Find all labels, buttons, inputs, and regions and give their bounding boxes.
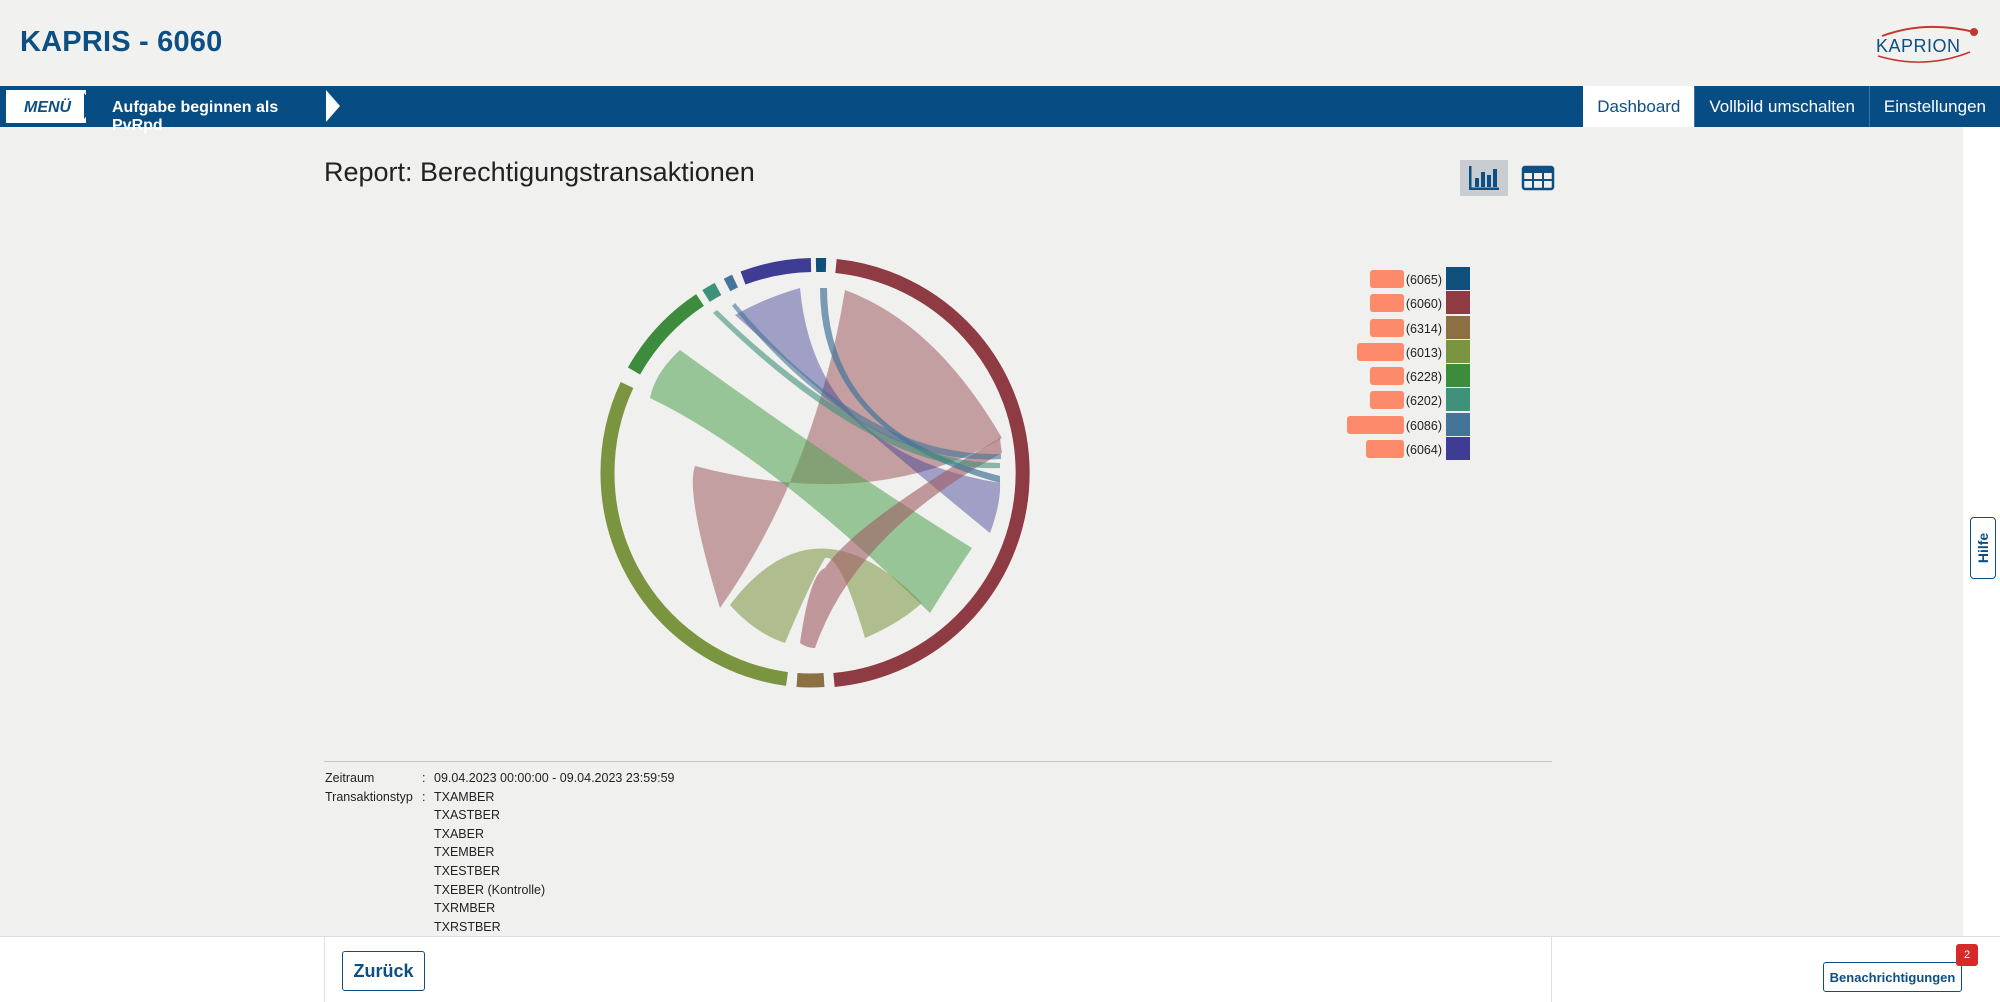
bar-chart-icon [1469, 166, 1499, 190]
breadcrumb-end [326, 90, 340, 122]
app-header: KAPRIS - 6060 KAPRION [0, 0, 2000, 86]
filter-value: 09.04.2023 00:00:00 - 09.04.2023 23:59:5… [434, 771, 675, 785]
chord-ribbon [650, 350, 972, 613]
filter-value: TXAMBER [434, 789, 495, 804]
legend-swatch [1446, 339, 1470, 363]
nav-actions: Dashboard Vollbild umschalten Einstellun… [1583, 86, 2000, 127]
back-button[interactable]: Zurück [342, 951, 425, 991]
legend-label: (6202) [1405, 394, 1442, 409]
legend-item[interactable]: (6065) [1340, 267, 1470, 291]
chord-arc-6064 [740, 258, 812, 285]
legend-bar [1370, 367, 1404, 386]
top-navbar: MENÜ Aufgabe beginnen als PvRpd Dashboar… [0, 86, 2000, 134]
filter-value: TXEMBER [434, 845, 495, 860]
help-tab[interactable]: Hilfe [1970, 517, 1996, 579]
chord-arc-6228 [627, 294, 704, 375]
chord-arc-6202 [702, 282, 722, 302]
legend-swatch [1446, 388, 1470, 412]
table-view-button[interactable] [1514, 160, 1562, 196]
svg-text:KAPRION: KAPRION [1876, 36, 1961, 56]
legend-bar [1370, 270, 1404, 288]
legend-swatch [1446, 364, 1470, 388]
chord-diagram [600, 258, 1030, 688]
view-toggle [1460, 160, 1562, 196]
divider [324, 761, 1552, 762]
legend-item[interactable]: (6060) [1340, 291, 1470, 315]
dashboard-button[interactable]: Dashboard [1583, 86, 1695, 127]
notifications-button[interactable]: Benachrichtigungen [1823, 962, 1962, 992]
legend-item[interactable]: (6086) [1340, 412, 1470, 437]
filter-value: TXRSTBER [434, 919, 501, 934]
filter-key: Zeitraum [325, 771, 375, 785]
help-label: Hilfe [1975, 532, 1991, 564]
report-title: Report: Berechtigungstransaktionen [324, 157, 755, 187]
notifications-count-badge: 2 [1956, 944, 1978, 966]
legend-bar [1370, 391, 1404, 410]
kaprion-logo: KAPRION [1876, 25, 1978, 63]
footer-separator [1551, 937, 1552, 1002]
legend-item[interactable]: (6228) [1340, 364, 1470, 388]
filter-colon: : [422, 771, 426, 785]
legend-item[interactable]: (6314) [1340, 315, 1470, 340]
breadcrumb-task-label: Aufgabe beginnen als PvRpd [112, 99, 279, 134]
legend-label: (6060) [1405, 297, 1442, 312]
table-grid-icon [1521, 165, 1555, 191]
footer-separator [324, 937, 325, 1002]
legend-bar [1357, 342, 1404, 361]
chord-arc-6013 [600, 382, 788, 686]
filter-value: TXRMBER [434, 901, 496, 916]
filter-value: TXEBER (Kontrolle) [434, 882, 546, 897]
legend-swatch [1446, 315, 1470, 339]
filter-value: TXESTBER [434, 863, 500, 878]
legend-label: (6228) [1405, 370, 1442, 385]
legend-bar [1347, 415, 1404, 434]
legend-item[interactable]: (6064) [1340, 437, 1470, 461]
legend-item[interactable]: (6202) [1340, 388, 1470, 412]
legend-bar [1370, 318, 1404, 337]
legend-bar [1370, 294, 1404, 313]
filter-value: TXABER [434, 826, 485, 841]
app-title: KAPRIS - 6060 [20, 26, 223, 58]
legend-swatch [1446, 412, 1470, 436]
breadcrumb-task[interactable]: Aufgabe beginnen als PvRpd [86, 90, 326, 134]
legend-label: (6314) [1405, 321, 1442, 336]
legend-label: (6013) [1405, 345, 1442, 360]
legend-swatch [1446, 291, 1470, 315]
settings-button[interactable]: Einstellungen [1868, 86, 2000, 127]
filter-value: TXASTBER [434, 808, 500, 823]
menu-button[interactable]: MENÜ [6, 90, 86, 123]
filter-colon: : [422, 789, 426, 804]
filter-key: Transaktionstyp [325, 789, 413, 804]
menu-label: MENÜ [24, 99, 72, 116]
chart-view-button[interactable] [1460, 160, 1508, 196]
legend-label: (6065) [1405, 273, 1442, 287]
chord-ribbon [735, 288, 1001, 533]
legend-item[interactable]: (6013) [1340, 339, 1470, 364]
footer-bar: Zurück Benachrichtigungen [0, 936, 2000, 1002]
chord-arc-6086 [723, 274, 739, 292]
legend-label: (6064) [1405, 443, 1442, 458]
chart-legend: (6065) (6060) (6314) (6013) (6228) (6202) (608… [1340, 267, 1470, 461]
legend-label: (6086) [1405, 418, 1442, 433]
legend-swatch [1446, 437, 1470, 461]
chord-ribbon [692, 290, 1002, 608]
chord-ribbon [730, 548, 922, 643]
legend-swatch [1446, 267, 1470, 290]
chord-arc-6060 [833, 259, 1030, 687]
fullscreen-toggle-button[interactable]: Vollbild umschalten [1694, 86, 1869, 127]
legend-bar [1366, 440, 1404, 459]
